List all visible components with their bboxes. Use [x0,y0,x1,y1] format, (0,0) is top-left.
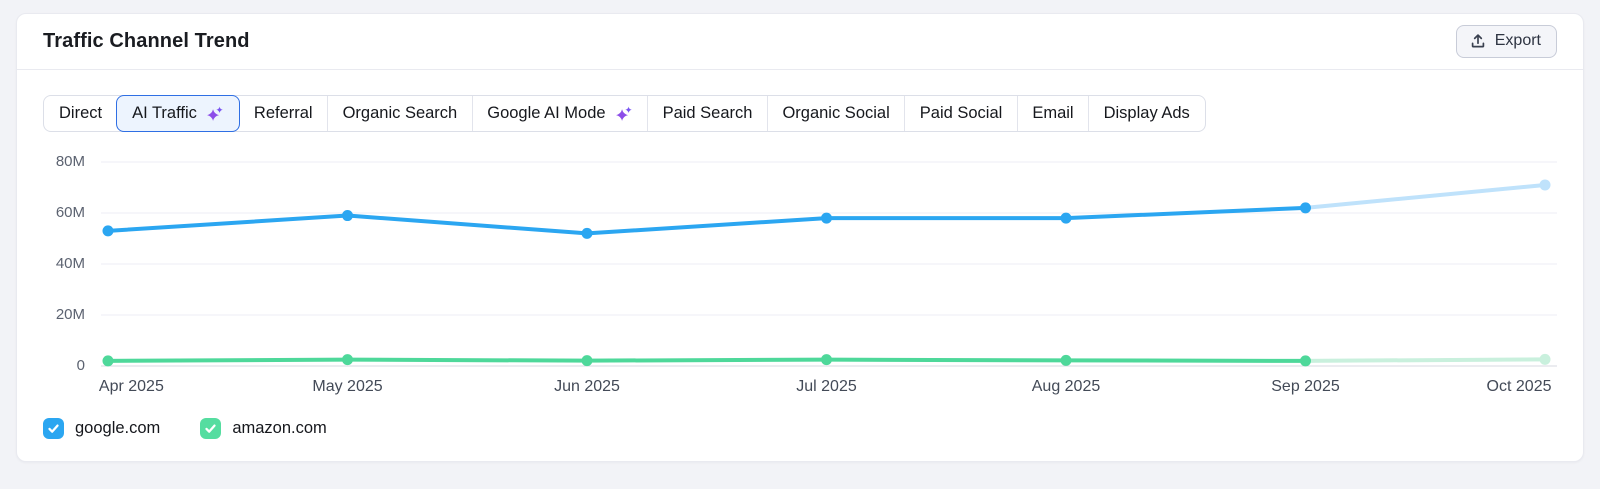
legend-item-google[interactable]: google.com [43,418,160,439]
tab-organic-search[interactable]: Organic Search [327,96,473,131]
chart-plot: Apr 2025 May 2025 Jun 2025 Jul 2025 Aug … [98,149,1557,402]
legend-label-amazon: amazon.com [232,419,327,437]
sparkles-icon [615,106,632,121]
tab-google-ai-mode[interactable]: Google AI Mode [471,96,647,131]
tab-paid-social-label: Paid Social [919,104,1003,122]
page-title: Traffic Channel Trend [43,30,250,52]
legend-item-amazon[interactable]: amazon.com [200,418,327,439]
chart-legend: google.com amazon.com [43,418,1557,439]
traffic-trend-chart: 80M 60M 40M 20M 0 Apr 2025 May 2025 Jun … [43,149,1557,402]
y-axis-tick: 0 [76,357,85,374]
x-axis-tick: Apr 2025 [98,378,164,395]
tab-referral-label: Referral [253,104,313,122]
card-body: Direct AI Traffic Referral Organic Searc… [17,70,1583,461]
tab-referral[interactable]: Referral [239,96,328,131]
tab-display-ads[interactable]: Display Ads [1088,96,1205,131]
channel-tabs: Direct AI Traffic Referral Organic Searc… [43,95,1206,132]
x-axis-tick: May 2025 [312,378,383,395]
checkbox-amazon-checked-icon[interactable] [200,418,222,439]
tab-paid-search[interactable]: Paid Search [647,96,768,131]
x-axis: Apr 2025 May 2025 Jun 2025 Jul 2025 Aug … [98,378,1557,402]
tab-email[interactable]: Email [1016,96,1088,131]
y-axis-tick: 40M [55,255,85,272]
tab-organic-search-label: Organic Search [342,104,458,122]
tab-display-ads-label: Display Ads [1103,104,1190,122]
export-button-label: Export [1494,32,1541,49]
card-header: Traffic Channel Trend Export [17,14,1583,70]
x-axis-tick: Sep 2025 [1271,378,1340,395]
sparkles-icon [207,106,223,121]
tab-paid-social[interactable]: Paid Social [904,96,1018,131]
x-axis-tick: Aug 2025 [1031,378,1101,395]
export-button[interactable]: Export [1455,25,1557,58]
tab-google-ai-mode-label: Google AI Mode [487,104,606,122]
chart-plot-area[interactable] [101,149,1557,373]
tab-ai-traffic-label: AI Traffic [132,104,197,122]
x-axis-tick: Oct 2025 [1486,378,1552,395]
x-axis-tick: Jun 2025 [554,378,620,395]
tab-email-label: Email [1032,104,1074,122]
y-axis: 80M 60M 40M 20M 0 [43,149,101,374]
tab-direct[interactable]: Direct [44,96,117,131]
traffic-channel-trend-card: Traffic Channel Trend Export Direct AI T… [16,13,1584,462]
upload-icon [1470,33,1486,49]
y-axis-tick: 80M [55,153,85,170]
tab-paid-search-label: Paid Search [662,104,753,122]
tab-ai-traffic[interactable]: AI Traffic [116,95,240,132]
checkbox-google-checked-icon[interactable] [43,418,64,439]
tab-organic-social-label: Organic Social [782,104,890,122]
tab-organic-social[interactable]: Organic Social [766,96,904,131]
y-axis-tick: 60M [55,204,85,221]
y-axis-tick: 20M [55,306,85,323]
x-axis-tick: Jul 2025 [796,378,857,395]
tab-direct-label: Direct [59,104,103,122]
legend-label-google: google.com [75,419,161,437]
